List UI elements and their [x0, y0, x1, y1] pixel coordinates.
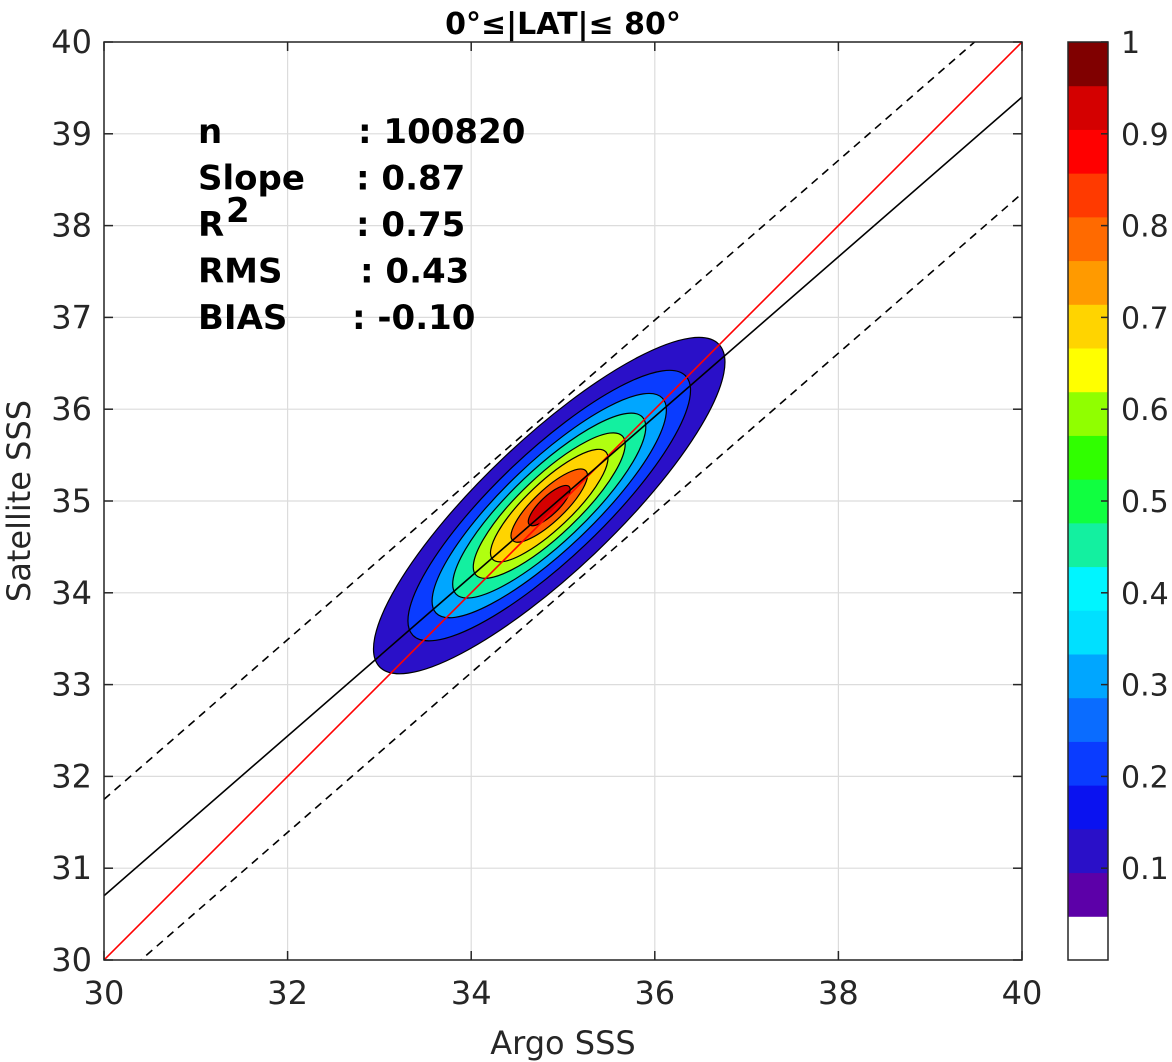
colorbar: 0.1 0.2 0.3 0.4 0.5 0.6 0.7 0.8 0.9 1	[1067, 26, 1169, 961]
colorbar-segment	[1068, 348, 1108, 393]
colorbar-tick-label: 1	[1121, 26, 1140, 61]
colorbar-segment	[1068, 566, 1108, 611]
x-axis-label: Argo SSS	[490, 1024, 635, 1062]
colorbar-segment	[1068, 785, 1108, 830]
stat-value-bias: : -0.10	[352, 298, 475, 338]
x-tick-label: 38	[818, 974, 859, 1012]
y-tick-label: 36	[51, 390, 92, 428]
stat-label-r: R	[198, 205, 224, 245]
colorbar-segment	[1068, 741, 1108, 786]
y-axis-label: Satellite SSS	[0, 400, 38, 602]
x-tick-label: 34	[451, 974, 492, 1012]
stat-label-rms: RMS	[198, 252, 283, 292]
stat-value-n: : 100820	[358, 112, 525, 152]
stat-label-bias: BIAS	[198, 298, 287, 338]
stat-value-r: : 0.75	[356, 205, 465, 245]
colorbar-segment	[1068, 828, 1108, 874]
colorbar-segment	[1068, 916, 1108, 961]
y-tick-label: 30	[51, 941, 92, 979]
y-tick-label: 35	[51, 482, 92, 520]
y-tick-label: 37	[51, 298, 92, 336]
y-tick-labels: 30 31 32 33 34 35 36 37 38 39 40	[51, 23, 92, 979]
colorbar-tick-label: 0.7	[1121, 301, 1169, 336]
x-tick-label: 32	[267, 974, 308, 1012]
line-one-to-one	[104, 42, 1022, 960]
colorbar-tick-label: 0.8	[1121, 210, 1169, 245]
colorbar-segment	[1068, 697, 1108, 742]
colorbar-tick-label: 0.3	[1121, 669, 1169, 704]
regression-lines	[104, 42, 1022, 960]
stat-label-superscript: 2	[226, 191, 250, 231]
colorbar-tick-label: 0.5	[1121, 485, 1169, 520]
colorbar-segment	[1068, 391, 1108, 436]
colorbar-segment	[1068, 435, 1108, 480]
colorbar-segment	[1068, 872, 1108, 917]
colorbar-segment	[1068, 522, 1108, 568]
colorbar-tick-label: 0.4	[1121, 577, 1169, 612]
colorbar-segment	[1068, 304, 1108, 349]
line-fit	[104, 96, 1022, 897]
y-tick-label: 40	[51, 23, 92, 61]
stat-label-slope: Slope	[198, 159, 305, 199]
stat-value-rms: : 0.43	[360, 252, 469, 292]
y-tick-label: 32	[51, 757, 92, 795]
x-tick-label: 40	[1002, 974, 1043, 1012]
density-contour-level-8	[527, 484, 571, 527]
x-tick-label: 36	[634, 974, 675, 1012]
stat-value-slope: : 0.87	[356, 159, 465, 199]
colorbar-segment	[1068, 260, 1108, 305]
line-fit-upper	[104, 42, 976, 800]
colorbar-segment	[1068, 654, 1108, 699]
chart-title: 0°≤|LAT|≤ 80°	[445, 7, 681, 42]
y-tick-label: 39	[51, 115, 92, 153]
colorbar-tick-label: 0.1	[1121, 852, 1169, 887]
stat-label-n: n	[198, 112, 222, 152]
colorbar-segment	[1068, 173, 1108, 218]
colorbar-tick-label: 0.9	[1121, 118, 1169, 153]
colorbar-tick-label: 0.6	[1121, 393, 1169, 428]
y-tick-label: 33	[51, 666, 92, 704]
y-tick-label: 38	[51, 207, 92, 245]
colorbar-segment	[1068, 610, 1108, 655]
colorbar-segment	[1068, 216, 1108, 262]
stats-annotation: n : 100820 Slope : 0.87 R 2 : 0.75 RMS : 0.43 BIA…	[198, 112, 525, 338]
y-tick-label: 34	[51, 574, 92, 612]
colorbar-segment	[1068, 85, 1108, 130]
colorbar-tick-label: 0.2	[1121, 760, 1169, 795]
colorbar-segment	[1068, 129, 1108, 174]
y-tick-label: 31	[51, 849, 92, 887]
x-tick-labels: 30 32 34 36 38 40	[84, 974, 1043, 1012]
axis-ticks	[103, 41, 1023, 961]
line-fit-lower	[139, 192, 1022, 960]
x-tick-label: 30	[84, 974, 125, 1012]
colorbar-segment	[1068, 42, 1108, 87]
